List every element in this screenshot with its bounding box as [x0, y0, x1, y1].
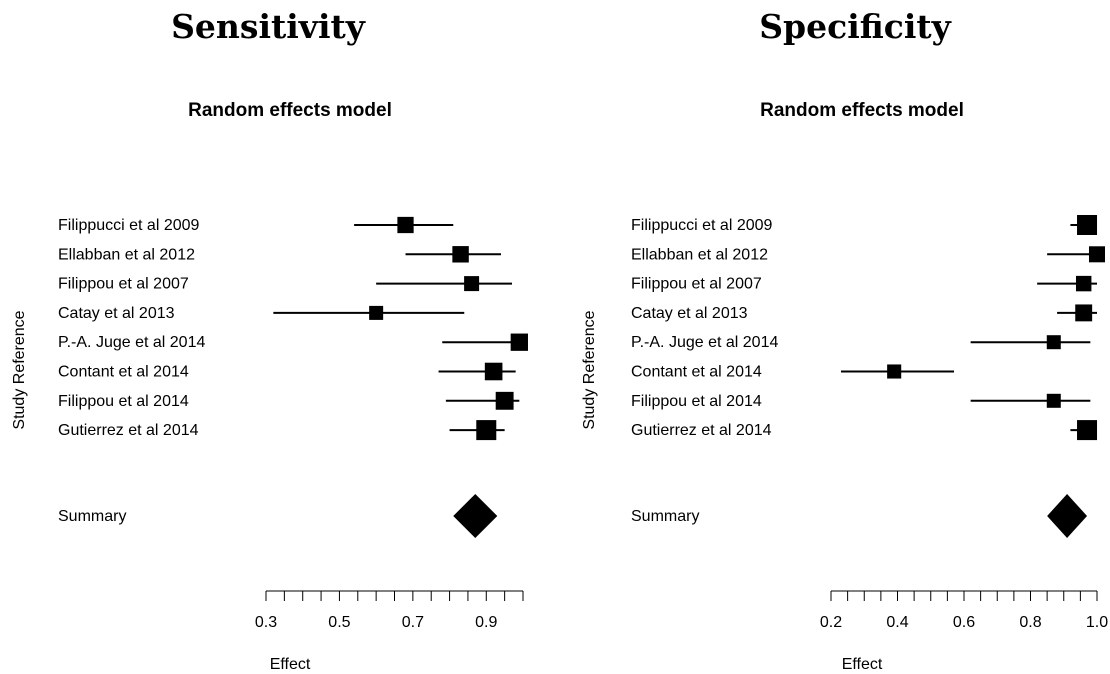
panel-2-effect-square [1088, 246, 1106, 263]
panel-2-summary-diamond [1047, 494, 1088, 538]
panel-2-x-axis-label: Effect [842, 656, 883, 673]
panel-2-title: Specificity [759, 7, 951, 46]
panel-1-study-label: P.-A. Juge et al 2014 [58, 334, 205, 351]
panel-1-study-label: Ellabban et al 2012 [58, 246, 195, 263]
panel-2-effect-square [1075, 275, 1092, 292]
panel-1-study-label: Filippou et al 2007 [58, 276, 189, 293]
panel-2-y-axis-label: Study Reference [581, 310, 598, 429]
panel-2-effect-square [1075, 304, 1093, 322]
panel-1-study-label: Filippucci et al 2009 [58, 217, 200, 234]
panel-2-study-label: Contant et al 2014 [631, 364, 762, 381]
panel-1-x-tick-label: 0.3 [255, 614, 277, 631]
panel-2-study-label: Gutierrez et al 2014 [631, 422, 772, 439]
panel-1-summary-label: Summary [58, 508, 126, 525]
panel-1-effect-square [495, 391, 514, 410]
panel-1-x-tick-label: 0.9 [475, 614, 497, 631]
panel-2-x-tick-label: 1.0 [1086, 614, 1108, 631]
panel-1-effect-square [369, 305, 384, 320]
panel-1-subtitle: Random effects model [188, 100, 392, 121]
panel-2-study-label: Catay et al 2013 [631, 305, 748, 322]
panel-1-effect-square [452, 246, 469, 263]
panel-1-study-label: Catay et al 2013 [58, 305, 175, 322]
panel-2-study-label: P.-A. Juge et al 2014 [631, 334, 778, 351]
panel-2-effect-square [1077, 215, 1098, 235]
panel-2-effect-square [1046, 393, 1061, 408]
panel-1-x-tick-label: 0.5 [328, 614, 350, 631]
panel-1-effect-square [484, 362, 503, 381]
panel-1-effect-square [464, 276, 480, 292]
panel-1-effect-square [397, 216, 414, 234]
panel-2-summary-label: Summary [631, 508, 699, 525]
panel-1-x-axis-label: Effect [270, 656, 311, 673]
panel-2-study-label: Filippucci et al 2009 [631, 217, 773, 234]
panel-1-effect-square [476, 420, 497, 441]
panel-2-subtitle: Random effects model [760, 100, 964, 121]
panel-2-x-tick-label: 0.6 [953, 614, 975, 631]
panel-1-y-axis-label: Study Reference [11, 310, 28, 429]
panel-2-effect-square [1077, 420, 1098, 441]
panel-2-x-tick-label: 0.4 [886, 614, 908, 631]
panel-1-title: Sensitivity [171, 7, 366, 46]
panel-2-study-label: Filippou et al 2014 [631, 393, 762, 410]
panel-2-x-tick-label: 0.2 [820, 614, 842, 631]
panel-2-x-tick-label: 0.8 [1019, 614, 1041, 631]
panel-1-study-label: Contant et al 2014 [58, 364, 189, 381]
panel-2-effect-square [887, 364, 902, 379]
panel-1-summary-diamond [453, 494, 498, 538]
panel-1-effect-square [510, 333, 528, 351]
panel-2-study-label: Filippou et al 2007 [631, 276, 762, 293]
panel-2-study-label: Ellabban et al 2012 [631, 246, 768, 263]
panel-1-study-label: Gutierrez et al 2014 [58, 422, 199, 439]
panel-1-study-label: Filippou et al 2014 [58, 393, 189, 410]
panel-1-x-tick-label: 0.7 [402, 614, 424, 631]
panel-2-effect-square [1046, 335, 1061, 350]
